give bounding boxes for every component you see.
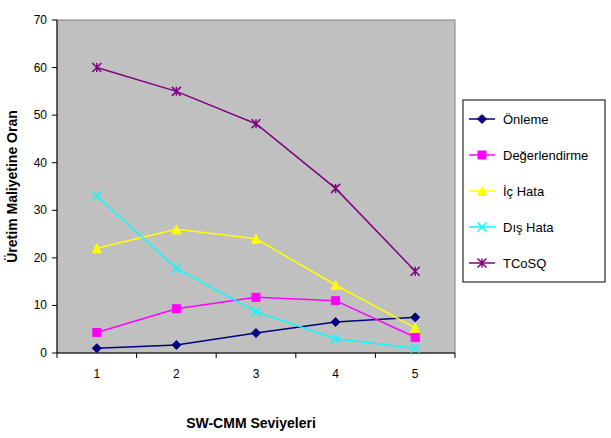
series-line (97, 196, 415, 348)
x-axis (57, 353, 455, 354)
y-tick-label: 0 (40, 346, 47, 360)
data-point (331, 334, 340, 343)
legend (463, 100, 605, 282)
x-axis-title: SW-CMM Seviyeleri (186, 415, 316, 431)
series-line (97, 68, 415, 272)
data-point (252, 119, 261, 128)
y-tick (52, 67, 57, 68)
series-line (97, 229, 415, 327)
data-point (92, 344, 101, 353)
series-line (97, 297, 415, 337)
data-point (252, 293, 260, 301)
y-axis-title: Üretim Maliyetine Oran (4, 110, 20, 263)
y-tick (52, 210, 57, 211)
data-point (411, 267, 420, 276)
plot-marks (92, 63, 419, 353)
y-tick-label: 70 (34, 13, 48, 27)
data-point (331, 318, 340, 327)
y-tick (52, 353, 57, 354)
data-point (411, 344, 420, 353)
x-tick-label: 3 (253, 367, 260, 381)
x-tick-label: 5 (412, 367, 419, 381)
legend-marker (478, 223, 487, 232)
legend-marker (478, 187, 487, 196)
legend-label: Dış Hata (503, 220, 554, 235)
data-point (332, 297, 340, 305)
y-tick (52, 115, 57, 116)
x-tick (216, 353, 217, 358)
legend-label: Önleme (503, 112, 549, 127)
x-tick (136, 353, 137, 358)
data-point (411, 323, 420, 332)
x-tick-label: 1 (93, 367, 100, 381)
y-tick-label: 20 (34, 251, 48, 265)
x-tick-label: 2 (173, 367, 180, 381)
y-tick-label: 40 (34, 156, 48, 170)
data-point (172, 305, 180, 313)
data-point (331, 184, 340, 193)
x-tick (57, 353, 58, 358)
x-tick-label: 4 (332, 367, 339, 381)
legend-label: İç Hata (503, 184, 545, 199)
legend-marker (478, 151, 486, 159)
data-point (172, 340, 181, 349)
y-tick-label: 30 (34, 203, 48, 217)
data-point (252, 307, 261, 316)
y-tick (52, 305, 57, 306)
legend-label: Değerlendirme (503, 148, 588, 163)
y-tick (52, 162, 57, 163)
data-point (92, 192, 101, 201)
series-line (97, 317, 415, 348)
data-point (93, 329, 101, 337)
y-tick-label: 50 (34, 108, 48, 122)
data-point (92, 63, 101, 72)
x-tick (375, 353, 376, 358)
data-point (411, 333, 419, 341)
y-tick (52, 20, 57, 21)
legend-marker (478, 259, 487, 268)
y-tick-label: 10 (34, 298, 48, 312)
data-point (172, 264, 181, 273)
y-tick-label: 60 (34, 61, 48, 75)
data-point (411, 313, 420, 322)
x-tick (455, 353, 456, 358)
data-point (172, 87, 181, 96)
data-point (172, 225, 181, 234)
plot-area (57, 20, 455, 353)
legend-label: TCoSQ (503, 256, 546, 271)
data-point (252, 329, 261, 338)
data-point (331, 280, 340, 289)
data-point (92, 244, 101, 253)
legend-marker (478, 115, 487, 124)
chart: 0 10 20 30 40 50 60 70 1 2 3 4 5 SW-CMM Seviyeleri Üre… (0, 0, 611, 438)
data-point (252, 234, 261, 243)
y-axis (57, 20, 58, 353)
y-tick (52, 257, 57, 258)
x-tick (295, 353, 296, 358)
